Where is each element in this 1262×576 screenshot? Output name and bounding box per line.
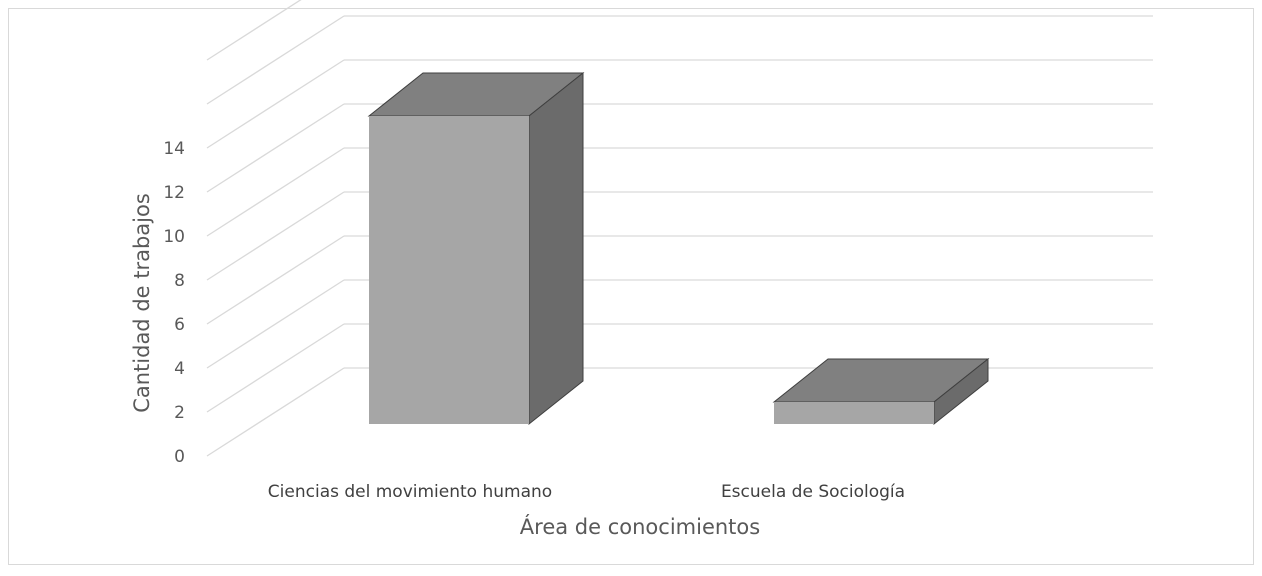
x-axis-labels: Ciencias del movimiento humano Escuela de…: [268, 482, 905, 502]
bar-side: [528, 71, 584, 426]
chart-border: [8, 8, 1254, 565]
x-axis-title: Área de conocimientos: [520, 514, 760, 539]
bar-front: [369, 116, 529, 424]
y-axis-title: Cantidad de trabajos: [130, 193, 154, 413]
gridline-depth: [206, 103, 345, 193]
gridline-depth: [206, 235, 345, 325]
x-tick-label: Escuela de Sociología: [721, 482, 905, 502]
bar-front: [774, 402, 934, 424]
gridline-depth: [206, 15, 345, 105]
y-tick-label: 0: [174, 447, 185, 467]
gridline-depth: [206, 323, 345, 413]
x-tick-label: Ciencias del movimiento humano: [268, 482, 552, 502]
y-tick-label: 6: [174, 315, 185, 335]
gridline-depth: [206, 279, 345, 369]
y-tick-label: 10: [163, 227, 185, 247]
y-axis-ticks: 0 2 4 6 8 10 12 14: [163, 139, 185, 467]
gridline-depth: [206, 147, 345, 237]
y-tick-label: 4: [174, 359, 185, 379]
bars: [367, 71, 990, 426]
gridline-depth: [206, 0, 302, 61]
y-tick-label: 12: [163, 183, 185, 203]
y-tick-label: 14: [163, 139, 185, 159]
y-tick-label: 2: [174, 403, 185, 423]
y-tick-label: 8: [174, 271, 185, 291]
gridline-depth: [206, 191, 345, 281]
gridline-depth: [206, 367, 345, 457]
gridline-depth: [206, 59, 345, 149]
